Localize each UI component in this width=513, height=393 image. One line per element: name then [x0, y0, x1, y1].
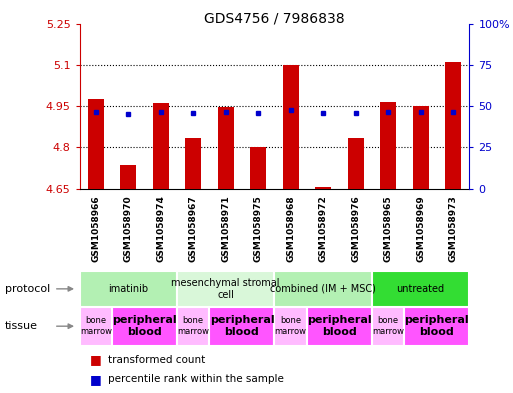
Text: peripheral
blood: peripheral blood — [405, 316, 469, 337]
Bar — [120, 165, 136, 189]
Bar — [315, 187, 331, 189]
Text: bone
marrow: bone marrow — [80, 316, 112, 336]
Bar — [177, 271, 274, 307]
Text: untreated: untreated — [397, 284, 445, 294]
Text: GSM1058971: GSM1058971 — [221, 195, 230, 262]
Text: bone
marrow: bone marrow — [274, 316, 307, 336]
Bar — [445, 62, 461, 189]
Bar — [153, 103, 169, 189]
Text: GSM1058970: GSM1058970 — [124, 195, 133, 262]
Text: GSM1058972: GSM1058972 — [319, 195, 328, 262]
Text: tissue: tissue — [5, 321, 38, 331]
Bar — [307, 307, 372, 346]
Text: GSM1058974: GSM1058974 — [156, 195, 165, 262]
Bar — [274, 307, 307, 346]
Text: GSM1058973: GSM1058973 — [449, 195, 458, 262]
Text: peripheral
blood: peripheral blood — [112, 316, 177, 337]
Text: mesenchymal stromal
cell: mesenchymal stromal cell — [171, 278, 280, 299]
Bar — [372, 271, 469, 307]
Text: ■: ■ — [90, 373, 102, 386]
Bar — [209, 307, 274, 346]
Bar — [88, 99, 104, 189]
Text: GSM1058967: GSM1058967 — [189, 195, 198, 262]
Text: GDS4756 / 7986838: GDS4756 / 7986838 — [204, 12, 345, 26]
Text: peripheral
blood: peripheral blood — [210, 316, 274, 337]
Text: imatinib: imatinib — [108, 284, 148, 294]
Bar — [185, 138, 201, 189]
Text: peripheral
blood: peripheral blood — [307, 316, 372, 337]
Text: combined (IM + MSC): combined (IM + MSC) — [270, 284, 376, 294]
Bar — [380, 102, 396, 189]
Bar — [283, 65, 299, 189]
Text: GSM1058969: GSM1058969 — [416, 195, 425, 262]
Bar — [372, 307, 404, 346]
Text: GSM1058965: GSM1058965 — [384, 195, 392, 262]
Text: GSM1058966: GSM1058966 — [91, 195, 100, 262]
Bar — [274, 271, 372, 307]
Bar — [404, 307, 469, 346]
Text: GSM1058976: GSM1058976 — [351, 195, 360, 262]
Text: protocol: protocol — [5, 284, 50, 294]
Text: GSM1058968: GSM1058968 — [286, 195, 295, 262]
Text: transformed count: transformed count — [108, 354, 205, 365]
Bar — [218, 107, 234, 189]
Bar — [412, 106, 429, 189]
Bar — [80, 307, 112, 346]
Text: GSM1058975: GSM1058975 — [254, 195, 263, 262]
Text: bone
marrow: bone marrow — [177, 316, 209, 336]
Text: percentile rank within the sample: percentile rank within the sample — [108, 374, 284, 384]
Text: ■: ■ — [90, 353, 102, 366]
Bar — [177, 307, 209, 346]
Bar — [80, 271, 177, 307]
Bar — [348, 138, 364, 189]
Text: bone
marrow: bone marrow — [372, 316, 404, 336]
Bar — [112, 307, 177, 346]
Bar — [250, 147, 266, 189]
